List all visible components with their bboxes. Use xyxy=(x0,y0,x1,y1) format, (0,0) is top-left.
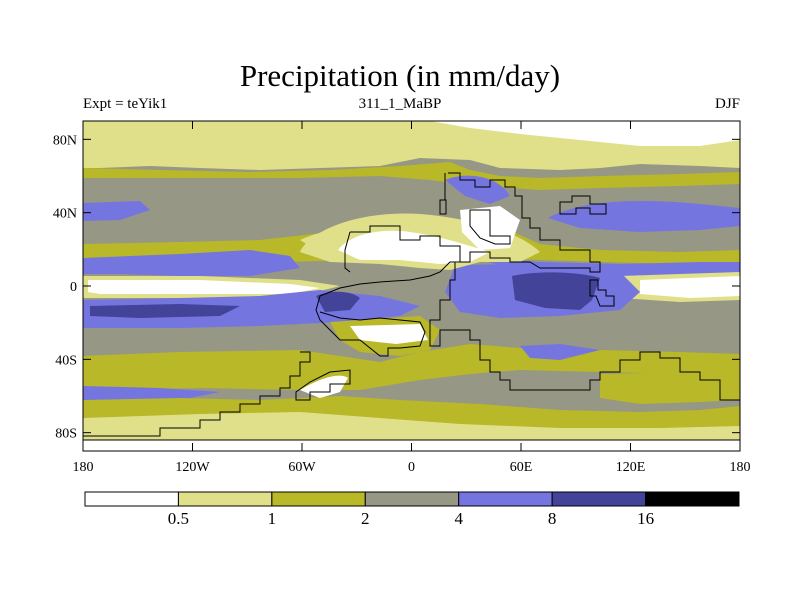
level-8-16-fill-south-america xyxy=(316,291,360,312)
level-0-0.5-fill-equator xyxy=(88,280,320,294)
colorbar-label: 2 xyxy=(361,509,370,528)
level-0-0.5-fill-south-america xyxy=(350,324,428,344)
level-8-16-fill-indian-ocean xyxy=(512,272,600,310)
x-axis: 180 120W 60W 0 60E 120E 180 xyxy=(73,121,751,475)
experiment-label: Expt = teYik1 xyxy=(83,96,168,112)
outline-eurasia-africa xyxy=(429,172,740,401)
outline-east-landmass xyxy=(559,195,607,215)
level-4-8-fill-south-indian xyxy=(520,344,600,360)
y-tick-label: 40N xyxy=(53,207,77,222)
level-1-2-fill-north xyxy=(83,162,740,190)
y-axis: 80N 40N 0 40S 80S xyxy=(53,133,740,442)
level-4-8-fill-north-equator-east xyxy=(470,258,740,278)
x-tick-label: 60W xyxy=(288,460,316,475)
chart-title: Precipitation (in mm/day) xyxy=(239,58,561,93)
colorbar-swatch xyxy=(364,491,460,507)
x-tick-label: 60E xyxy=(510,460,533,475)
colorbar-swatch xyxy=(458,491,553,507)
season-label: DJF xyxy=(714,96,740,112)
level-4-8-fill-north-equator xyxy=(83,250,300,276)
map-fields xyxy=(83,121,740,451)
colorbar-label: 16 xyxy=(637,509,654,528)
outline-antarctica xyxy=(295,369,351,401)
colorbar-swatch xyxy=(177,491,273,507)
x-tick-label: 180 xyxy=(730,460,751,475)
colorbar-label: 1 xyxy=(268,509,277,528)
y-tick-label: 80S xyxy=(55,427,77,442)
x-tick-label: 0 xyxy=(408,460,415,475)
level-0-0.5-fill-eurasia xyxy=(338,230,490,264)
level-4-8-fill-north-atlantic xyxy=(83,201,150,221)
outline-island-east xyxy=(589,279,615,307)
x-tick-label: 180 xyxy=(73,460,94,475)
level-4-8-fill-northwest xyxy=(445,175,510,204)
colorbar-swatch xyxy=(645,491,740,507)
level-1-2-fill-southeast xyxy=(600,372,740,404)
y-tick-label: 40S xyxy=(55,353,77,368)
y-tick-label: 80N xyxy=(53,133,77,148)
x-tick-label: 120W xyxy=(175,460,210,475)
level-8-16-fill-south-tropics xyxy=(90,304,240,318)
colorbar-legend: 0.5 1 2 4 8 16 xyxy=(84,491,740,528)
colorbar-swatch xyxy=(551,491,647,507)
colorbar-label: 8 xyxy=(548,509,557,528)
outline-southern-continent xyxy=(315,225,461,357)
outline-patagonia xyxy=(83,351,311,437)
continent-outlines xyxy=(83,172,740,441)
colorbar-label: 0.5 xyxy=(168,509,189,528)
outline-greenland xyxy=(469,209,511,245)
colorbar-swatch xyxy=(271,491,366,507)
level-4-8-fill-southern-ocean xyxy=(83,386,220,402)
outline-south-america xyxy=(344,231,351,273)
colorbar-label: 4 xyxy=(454,509,463,528)
level-4-8-fill-north-pacific xyxy=(548,200,740,232)
colorbar-swatch xyxy=(84,491,179,507)
period-label: 311_1_MaBP xyxy=(358,96,442,112)
x-tick-label: 120E xyxy=(616,460,646,475)
outline-north-america xyxy=(439,173,447,215)
y-tick-label: 0 xyxy=(70,280,77,295)
level-0-0.5-fill-north xyxy=(430,121,740,146)
level-0-0.5-fill-equator-east-core xyxy=(640,276,740,298)
